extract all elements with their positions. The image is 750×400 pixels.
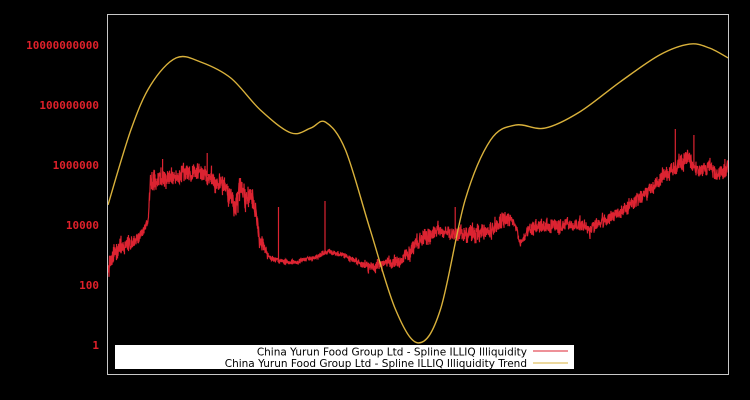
y-tick-label: 100	[79, 279, 99, 292]
y-tick-label: 10000000000	[26, 39, 99, 52]
legend: China Yurun Food Group Ltd - Spline ILLI…	[115, 345, 574, 370]
legend-box	[115, 345, 574, 369]
y-tick-label: 100000000	[39, 99, 99, 112]
plot-series	[108, 43, 728, 344]
y-tick-label: 1000000	[53, 159, 99, 172]
legend-label-illiquidity-trend: China Yurun Food Group Ltd - Spline ILLI…	[225, 358, 527, 370]
y-axis-tick-labels: 10000000000 100000000 1000000 10000 100 1	[26, 39, 99, 352]
illiquidity-series-line	[108, 129, 728, 277]
legend-label-illiquidity: China Yurun Food Group Ltd - Spline ILLI…	[257, 347, 527, 359]
illiquidity-trend-line	[108, 43, 728, 344]
y-tick-label: 1	[92, 339, 99, 352]
y-tick-label: 10000	[66, 219, 99, 232]
plot-frame	[107, 14, 729, 375]
